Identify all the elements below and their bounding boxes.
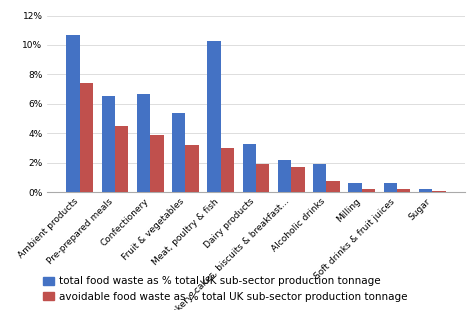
- Bar: [101, 96, 115, 192]
- Bar: [327, 181, 340, 192]
- Bar: [207, 41, 221, 192]
- Bar: [221, 148, 234, 192]
- Legend: total food waste as % total UK sub-sector production tonnage, avoidable food was: total food waste as % total UK sub-secto…: [43, 277, 407, 302]
- Bar: [348, 183, 362, 192]
- Bar: [256, 164, 269, 192]
- Bar: [150, 135, 164, 192]
- Bar: [313, 164, 327, 192]
- Bar: [80, 83, 93, 192]
- Bar: [362, 188, 375, 192]
- Bar: [419, 189, 432, 192]
- Bar: [397, 189, 410, 192]
- Bar: [278, 160, 291, 192]
- Bar: [172, 113, 185, 192]
- Bar: [115, 126, 128, 192]
- Bar: [66, 35, 80, 192]
- Bar: [137, 94, 150, 192]
- Bar: [185, 145, 199, 192]
- Bar: [383, 184, 397, 192]
- Bar: [243, 144, 256, 192]
- Bar: [432, 191, 446, 192]
- Bar: [291, 167, 305, 192]
